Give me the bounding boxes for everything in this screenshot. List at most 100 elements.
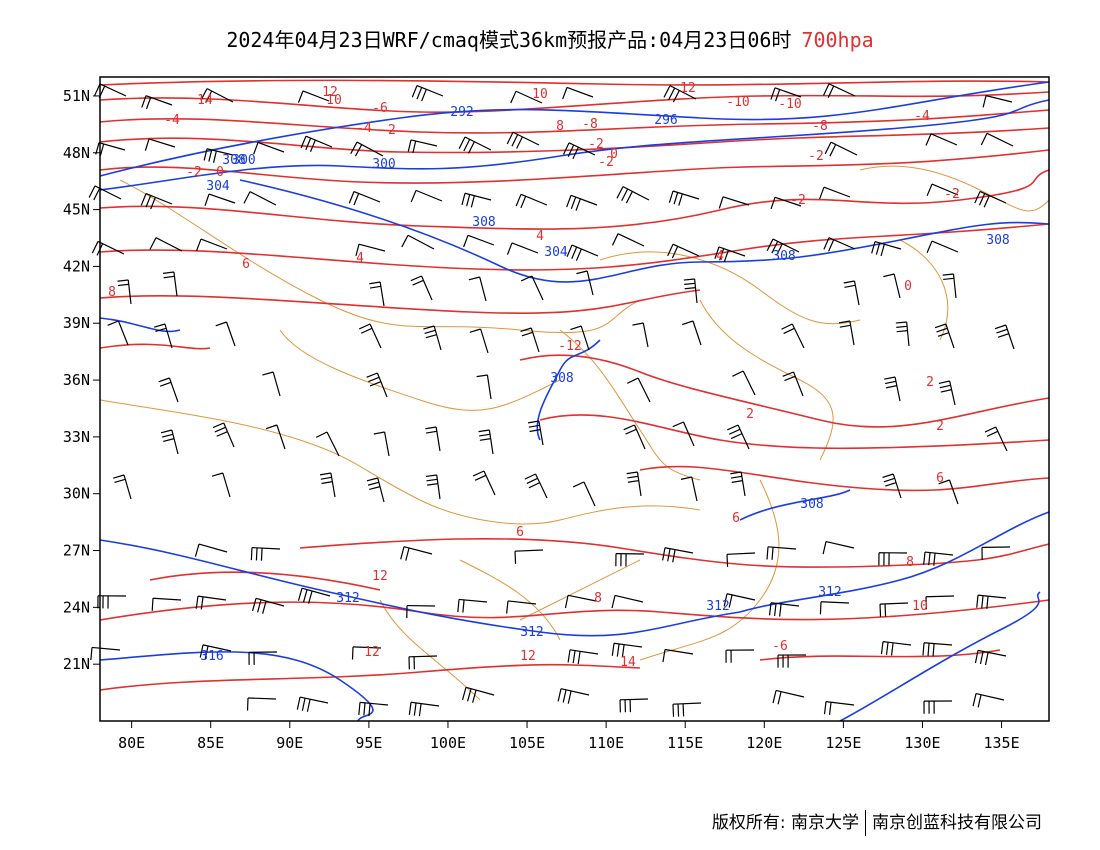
y-tick-label: 51N <box>63 87 90 105</box>
wind-barb <box>611 642 643 658</box>
barb-feather <box>625 191 633 204</box>
barb-feather <box>895 321 907 324</box>
temperature-label: 12 <box>364 645 380 660</box>
barb-shaft <box>1005 324 1015 350</box>
barb-shaft <box>930 133 958 146</box>
barb-feather <box>723 593 728 607</box>
barb-shaft <box>97 240 125 255</box>
barb-feather <box>576 270 588 275</box>
barb-feather <box>413 702 417 716</box>
height-label: 308 <box>986 233 1009 248</box>
wind-barb <box>297 587 331 604</box>
barb-shaft <box>326 431 340 457</box>
wind-barb <box>366 372 388 398</box>
barb-feather <box>562 689 567 703</box>
barb-shaft <box>931 240 959 253</box>
barb-shaft <box>208 193 236 204</box>
barb-feather <box>204 193 210 207</box>
wind-barb <box>770 196 802 210</box>
barb-shaft <box>249 191 277 206</box>
barb-shaft <box>583 481 596 507</box>
wind-barb <box>160 429 179 455</box>
barb-feather <box>88 185 96 198</box>
wind-barb <box>681 320 702 346</box>
barb-feather <box>564 595 569 609</box>
barb-feather <box>463 139 471 152</box>
barb-feather <box>309 139 316 152</box>
wind-barb <box>358 701 389 716</box>
boundary-line <box>899 239 949 341</box>
y-tick-label: 45N <box>63 201 90 219</box>
barb-shaft <box>672 702 702 705</box>
barb-feather <box>203 148 208 161</box>
barb-feather <box>885 385 897 389</box>
barb-feather <box>926 240 933 254</box>
barb-feather <box>627 475 639 479</box>
barb-feather <box>348 191 355 204</box>
wind-barb <box>243 191 277 206</box>
barb-feather <box>773 603 777 617</box>
barb-shaft <box>480 328 489 354</box>
height-label: 316 <box>200 649 223 664</box>
barb-feather <box>672 549 676 563</box>
wind-barb <box>515 193 548 209</box>
wind-barb <box>195 595 227 610</box>
barb-feather <box>972 693 977 707</box>
barb-feather <box>161 433 174 438</box>
barb-feather <box>145 97 152 110</box>
y-tick-label: 30N <box>63 485 90 503</box>
wind-barb <box>411 84 444 102</box>
wind-barb <box>823 701 855 715</box>
barb-feather <box>726 424 739 431</box>
barb-shaft <box>415 189 443 202</box>
barb-shaft <box>515 90 543 104</box>
temperature-label: 4 <box>536 229 544 244</box>
temperature-label: 12 <box>372 569 388 584</box>
wind-barb <box>925 133 958 146</box>
barb-feather <box>844 284 856 288</box>
wind-barb <box>923 700 953 714</box>
barb-shaft <box>467 234 495 246</box>
barb-feather <box>466 194 471 207</box>
wind-barb <box>726 424 750 450</box>
wind-barb <box>425 474 441 500</box>
barb-feather <box>566 244 573 257</box>
wind-barb <box>766 546 797 560</box>
wind-barb <box>151 597 182 611</box>
wind-barb <box>97 595 127 609</box>
barb-feather <box>828 239 835 252</box>
barb-feather <box>662 649 666 663</box>
temperature-label: 12 <box>322 85 338 100</box>
barb-shaft <box>637 377 651 403</box>
barb-feather <box>461 687 467 701</box>
barb-shaft <box>567 594 597 602</box>
title-main: 2024年04月23日WRF/cmaq模式36km预报产品:04月23日06时 <box>226 28 792 52</box>
barb-feather <box>163 438 175 442</box>
barb-shaft <box>155 237 183 252</box>
barb-shaft <box>949 380 956 406</box>
barb-feather <box>117 279 129 282</box>
wind-barb <box>457 598 488 613</box>
barb-feather <box>766 238 774 252</box>
barb-shaft <box>222 472 231 498</box>
barb-feather <box>884 376 896 380</box>
wind-barb <box>406 604 436 619</box>
barb-shaft <box>330 472 336 498</box>
barb-feather <box>301 698 306 711</box>
barb-feather <box>506 242 513 255</box>
temperature-label: 2 <box>746 407 754 422</box>
height-contour <box>99 651 374 722</box>
wind-barb <box>199 644 232 659</box>
barb-feather <box>719 248 725 261</box>
barb-feather <box>208 149 213 162</box>
wind-barb <box>938 380 956 406</box>
wind-barb <box>882 473 902 499</box>
barb-shaft <box>722 196 750 206</box>
wind-barb <box>113 474 132 500</box>
barb-shaft <box>580 325 590 351</box>
barb-feather <box>114 478 126 484</box>
barb-shaft <box>828 83 856 97</box>
barb-shaft <box>985 95 1013 103</box>
barb-feather <box>425 426 437 430</box>
barb-feather <box>528 424 540 428</box>
